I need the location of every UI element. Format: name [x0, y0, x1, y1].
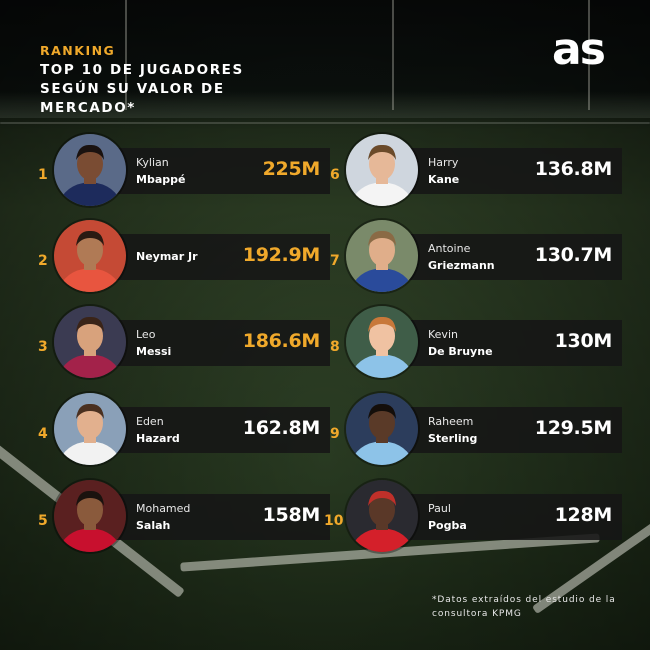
player-photo-illustration — [346, 306, 418, 378]
player-photo-illustration — [54, 393, 126, 465]
pitch-line — [0, 122, 650, 124]
footnote: *Datos extraídos del estudio de la consu… — [432, 595, 616, 619]
player-last-name: De Bruyne — [428, 345, 493, 358]
market-value: 129.5M — [534, 417, 613, 439]
player-last-name: Messi — [136, 345, 172, 358]
player-photo-illustration — [346, 393, 418, 465]
player-photo — [54, 480, 126, 552]
player-last-name: Salah — [136, 519, 171, 532]
market-value: 158M — [262, 504, 321, 526]
player-first-name: Leo — [136, 328, 156, 341]
player-card: 3 Leo Messi 186.6M — [38, 306, 330, 392]
player-first-name: Raheem — [428, 415, 474, 428]
player-card: 8 Kevin De Bruyne 130M — [330, 306, 622, 392]
player-photo-illustration — [54, 306, 126, 378]
player-last-name: Sterling — [428, 432, 478, 445]
player-info-panel: Kylian Mbappé 225M — [116, 148, 330, 194]
player-photo — [346, 306, 418, 378]
market-value: 225M — [262, 158, 321, 180]
player-last-name: Pogba — [428, 519, 467, 532]
player-first-name: Paul — [428, 502, 451, 515]
player-photo — [346, 220, 418, 292]
section-kicker: RANKING — [40, 43, 116, 58]
player-info-panel: Paul Pogba 128M — [408, 494, 622, 540]
page-title: TOP 10 DE JUGADORES SEGÚN SU VALOR DE ME… — [40, 62, 244, 116]
floodlight-pole — [588, 0, 590, 110]
player-photo — [346, 480, 418, 552]
player-card: 2 Neymar Jr 192.9M — [38, 220, 330, 306]
player-photo — [54, 134, 126, 206]
rank-number: 4 — [38, 426, 48, 442]
player-first-name: Kylian — [136, 156, 169, 169]
brand-logo: as — [552, 24, 606, 75]
player-first-name: Mohamed — [136, 502, 191, 515]
player-info-panel: Mohamed Salah 158M — [116, 494, 330, 540]
player-first-name: Antoine — [428, 242, 471, 255]
market-value: 130M — [554, 330, 613, 352]
player-last-name: Mbappé — [136, 173, 186, 186]
player-card: 9 Raheem Sterling 129.5M — [330, 393, 622, 479]
rank-number: 10 — [324, 513, 344, 529]
rank-number: 7 — [330, 253, 340, 269]
market-value: 192.9M — [242, 244, 321, 266]
rank-number: 2 — [38, 253, 48, 269]
player-card: 1 Kylian Mbappé 225M — [38, 134, 330, 220]
market-value: 162.8M — [242, 417, 321, 439]
player-info-panel: Harry Kane 136.8M — [408, 148, 622, 194]
player-photo-illustration — [346, 480, 418, 552]
player-last-name: Griezmann — [428, 259, 495, 272]
player-photo — [346, 134, 418, 206]
market-value: 128M — [554, 504, 613, 526]
player-first-name: Kevin — [428, 328, 458, 341]
player-photo — [346, 393, 418, 465]
player-photo-illustration — [346, 134, 418, 206]
player-photo-illustration — [54, 220, 126, 292]
player-card: 4 Eden Hazard 162.8M — [38, 393, 330, 479]
player-photo-illustration — [346, 220, 418, 292]
player-info-panel: Leo Messi 186.6M — [116, 320, 330, 366]
rank-number: 8 — [330, 339, 340, 355]
player-card: 7 Antoine Griezmann 130.7M — [330, 220, 622, 306]
player-first-name: Eden — [136, 415, 164, 428]
market-value: 186.6M — [242, 330, 321, 352]
rank-number: 1 — [38, 167, 48, 183]
stadium-stands — [0, 92, 650, 118]
market-value: 130.7M — [534, 244, 613, 266]
player-photo — [54, 393, 126, 465]
player-info-panel: Neymar Jr 192.9M — [116, 234, 330, 280]
player-photo-illustration — [54, 134, 126, 206]
rank-number: 5 — [38, 513, 48, 529]
rank-number: 9 — [330, 426, 340, 442]
player-first-name: Harry — [428, 156, 459, 169]
player-info-panel: Kevin De Bruyne 130M — [408, 320, 622, 366]
player-info-panel: Eden Hazard 162.8M — [116, 407, 330, 453]
player-photo — [54, 220, 126, 292]
rank-number: 3 — [38, 339, 48, 355]
rank-number: 6 — [330, 167, 340, 183]
player-info-panel: Raheem Sterling 129.5M — [408, 407, 622, 453]
player-photo-illustration — [54, 480, 126, 552]
player-info-panel: Antoine Griezmann 130.7M — [408, 234, 622, 280]
player-last-name: Hazard — [136, 432, 180, 445]
floodlight-pole — [125, 0, 127, 110]
player-card: 6 Harry Kane 136.8M — [330, 134, 622, 220]
market-value: 136.8M — [534, 158, 613, 180]
player-card: 10 Paul Pogba 128M — [324, 480, 622, 566]
floodlight-pole — [392, 0, 394, 110]
player-photo — [54, 306, 126, 378]
player-card: 5 Mohamed Salah 158M — [38, 480, 330, 566]
player-name: Neymar Jr — [136, 250, 198, 263]
player-last-name: Kane — [428, 173, 460, 186]
